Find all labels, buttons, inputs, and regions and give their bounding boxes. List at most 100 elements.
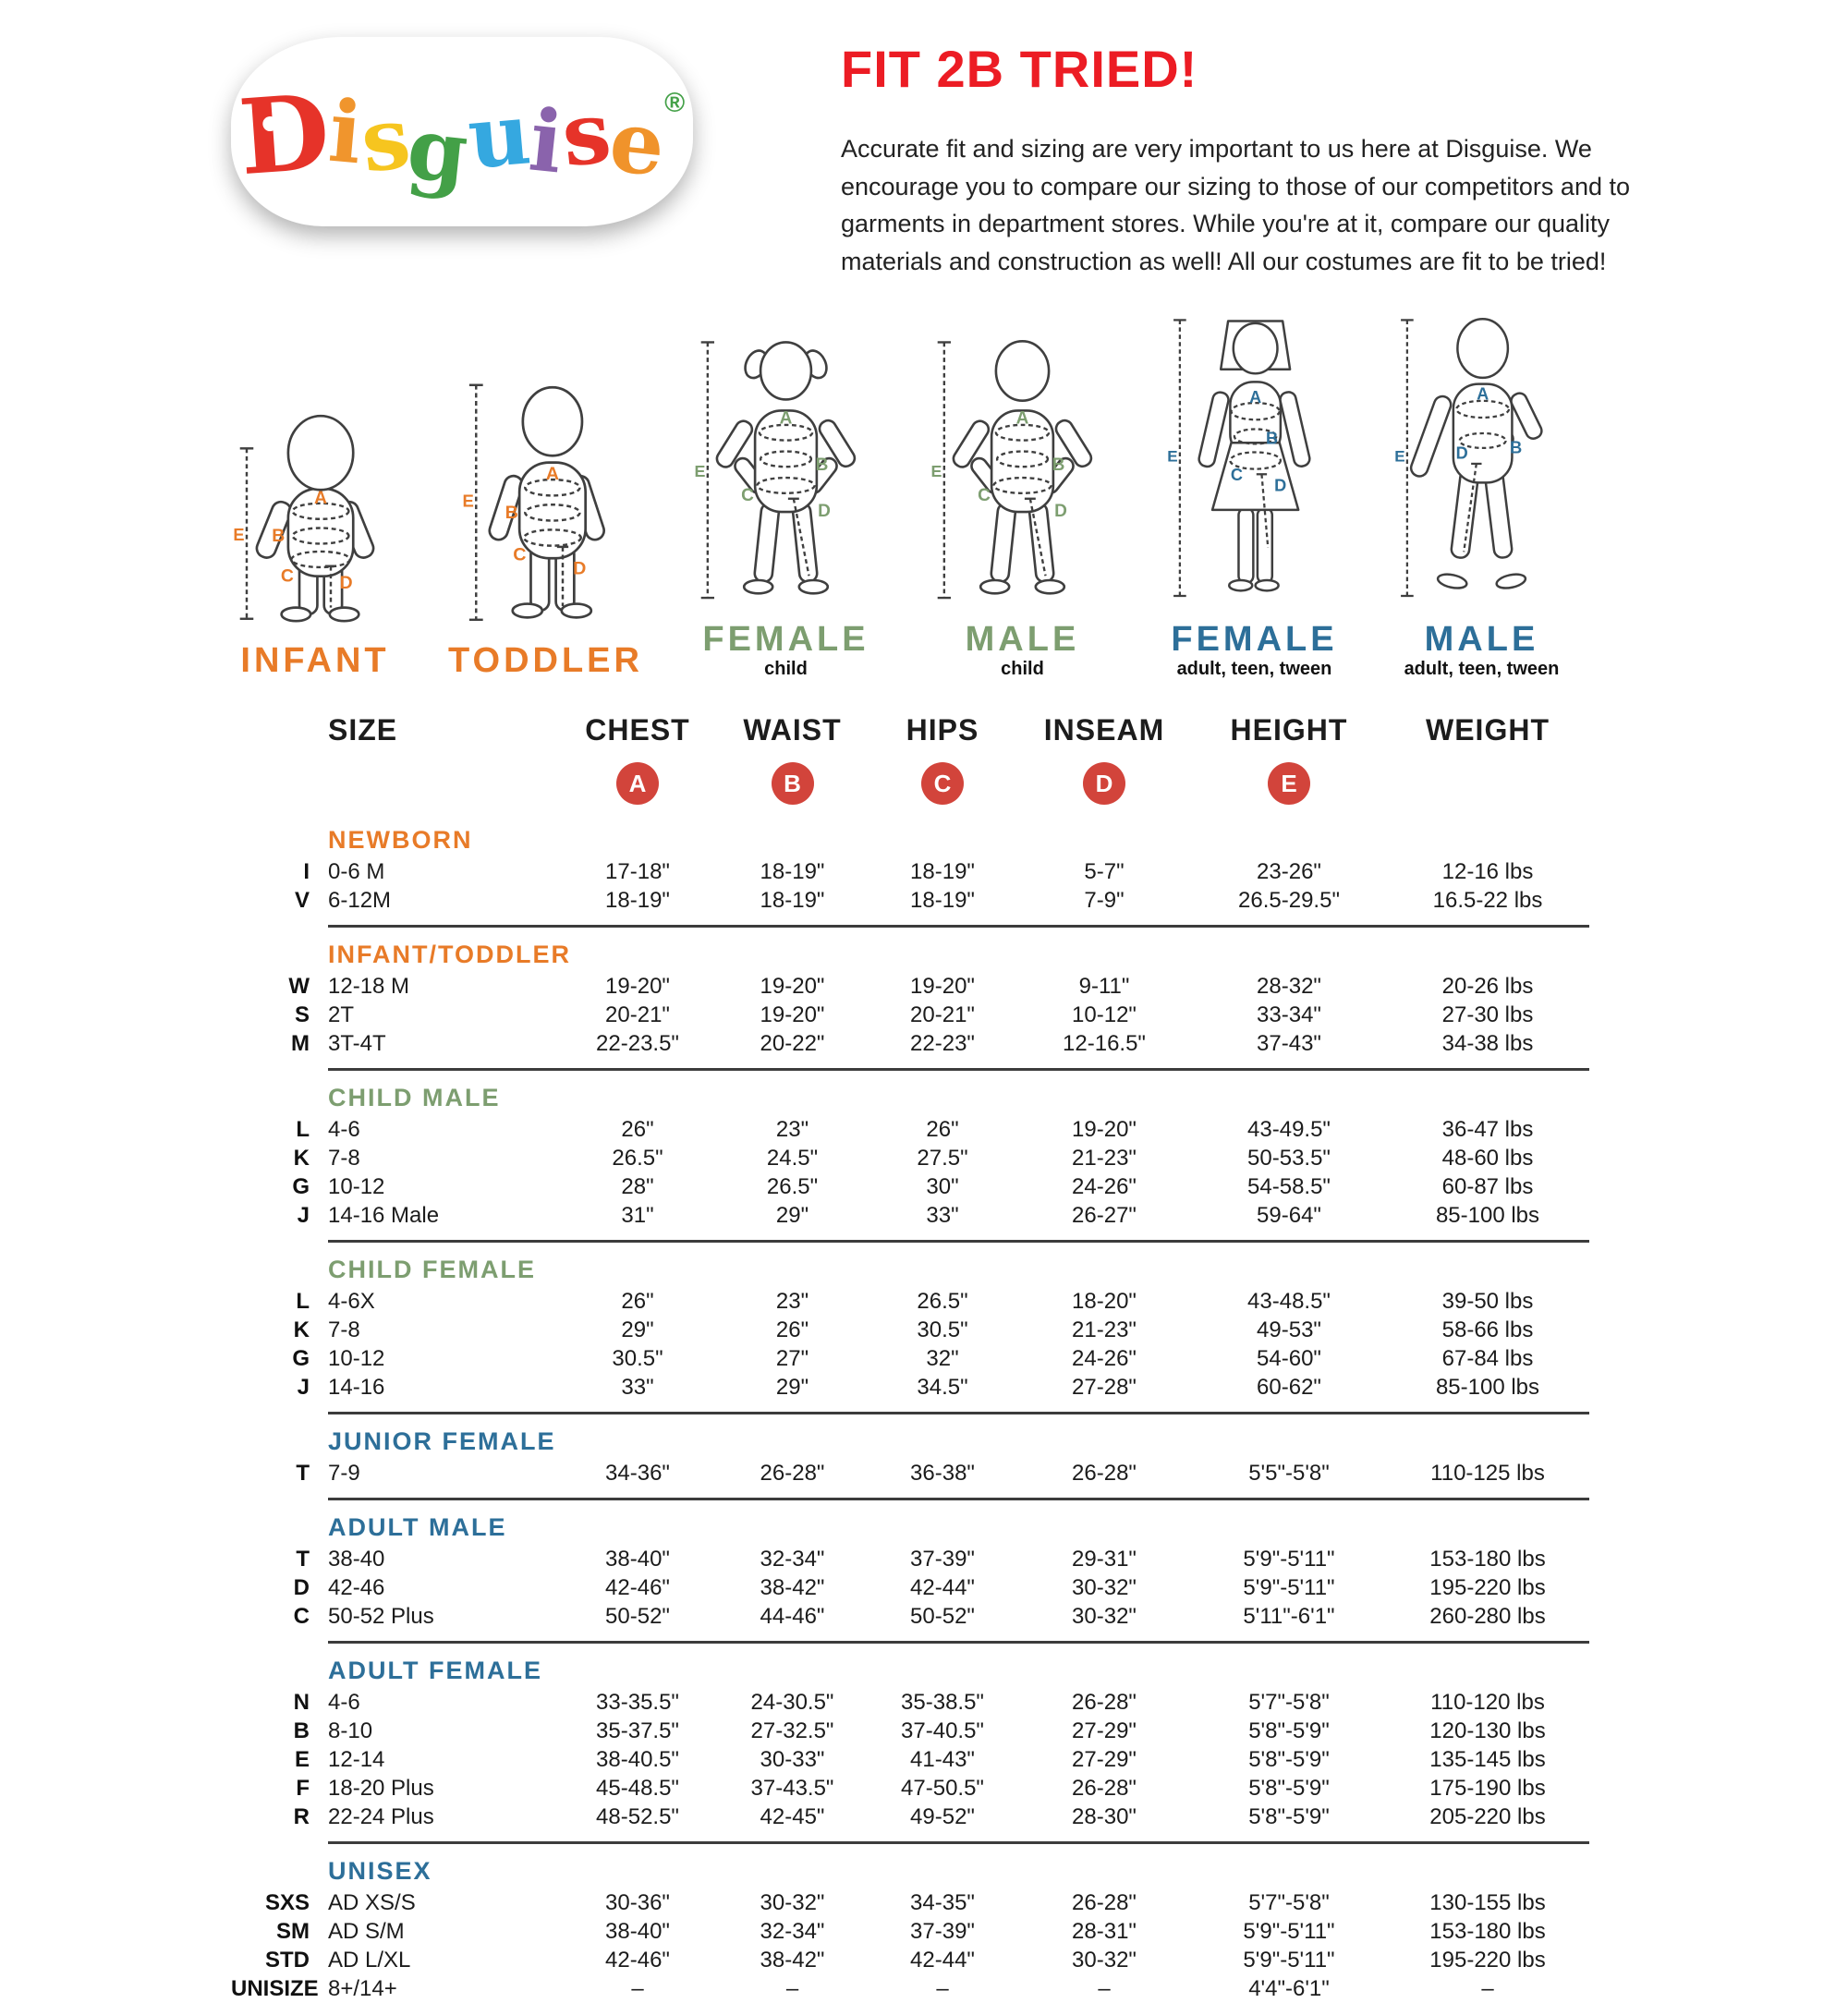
- cell-size: AD XS/S: [328, 1889, 416, 1915]
- section-divider-row: [231, 1497, 1589, 1500]
- cell-height: 37-43": [1257, 1030, 1321, 1056]
- cell-weight: –: [1481, 1975, 1494, 2001]
- figure-label: FEMALE: [1171, 620, 1338, 659]
- measure-badge-D: D: [1083, 762, 1125, 805]
- table-row: T 7-9 34-36" 26-28" 36-38" 26-28" 5'5"-5'8" 11…: [231, 1459, 1589, 1487]
- cell-weight: 153-180 lbs: [1429, 1918, 1546, 1944]
- body-silhouette: [1409, 318, 1543, 589]
- cell-height: 5'11"-6'1": [1243, 1603, 1335, 1629]
- section-row-unisex: UNISEX: [231, 1853, 1589, 1888]
- cell-chest: 38-40.5": [596, 1746, 679, 1772]
- cell-size: 14-16 Male: [328, 1202, 440, 1228]
- cell-height: 33-34": [1257, 1002, 1321, 1027]
- section-heading-adult-female: ADULT FEMALE: [328, 1656, 542, 1684]
- cell-height: 59-64": [1257, 1202, 1321, 1228]
- table-row: SM AD S/M 38-40" 32-34" 37-39" 28-31" 5'9"-5'…: [231, 1917, 1589, 1946]
- cell-height: 5'8"-5'9": [1248, 1746, 1330, 1772]
- logo-letter-4: u: [464, 82, 535, 188]
- height-line: [1173, 319, 1186, 598]
- cell-chest: 31": [621, 1202, 654, 1228]
- cell-weight: 60-87 lbs: [1441, 1173, 1534, 1199]
- cell-chest: 19-20": [605, 973, 670, 999]
- section-row-newborn: NEWBORN: [231, 822, 1589, 857]
- cell-chest: 26": [621, 1288, 654, 1314]
- row-code: B: [293, 1718, 310, 1743]
- figure-child-male: A B C D E MALE child: [929, 322, 1116, 678]
- cell-chest: 48-52.5": [596, 1803, 679, 1829]
- table-row: SXS AD XS/S 30-36" 30-32" 34-35" 26-28" 5'7"-…: [231, 1888, 1589, 1917]
- cell-height: 28-32": [1257, 973, 1321, 999]
- cell-chest: 33": [621, 1374, 654, 1400]
- figure-svg-adult-female: A B C D E: [1167, 319, 1311, 598]
- cell-hips: 47-50.5": [901, 1775, 984, 1801]
- intro-block: FIT 2B TRIED! Accurate fit and sizing ar…: [841, 31, 1635, 280]
- table-row: F 18-20 Plus 45-48.5" 37-43.5" 47-50.5" 26-2…: [231, 1774, 1589, 1803]
- section-divider: [328, 1411, 1589, 1414]
- row-code: S: [294, 1002, 310, 1027]
- cell-inseam: 21-23": [1072, 1317, 1137, 1342]
- cell-chest: 38-40": [605, 1546, 670, 1572]
- section-divider: [328, 1067, 1589, 1071]
- cell-height: 54-60": [1257, 1345, 1321, 1371]
- height-line: [937, 341, 951, 600]
- logo-letter-6: s: [556, 81, 615, 186]
- row-code: V: [294, 887, 310, 913]
- measure-letter-B: B: [1266, 429, 1278, 447]
- cell-waist: 30-32": [760, 1889, 825, 1915]
- row-code: I: [303, 858, 310, 884]
- section-divider: [328, 1239, 1589, 1243]
- measure-letter-C: C: [741, 486, 754, 505]
- table-row: I 0-6 M 17-18" 18-19" 18-19" 5-7" 23-26" 12-16…: [231, 857, 1589, 886]
- body-silhouette: [952, 339, 1093, 595]
- cell-inseam: 27-29": [1072, 1746, 1137, 1772]
- cell-weight: 110-125 lbs: [1430, 1460, 1545, 1486]
- row-code: STD: [265, 1947, 310, 1973]
- intro-paragraph: Accurate fit and sizing are very importa…: [841, 135, 1630, 275]
- figure-adult-male: A B D E MALE adult, teen, tween: [1392, 304, 1571, 678]
- cell-inseam: 28-30": [1072, 1803, 1137, 1829]
- table-row: B 8-10 35-37.5" 27-32.5" 37-40.5" 27-29" 5'8"…: [231, 1717, 1589, 1745]
- cell-hips: 36-38": [910, 1460, 975, 1486]
- cell-chest: 38-40": [605, 1918, 670, 1944]
- cell-waist: 26.5": [766, 1173, 819, 1199]
- cell-height: 23-26": [1257, 858, 1321, 884]
- registered-mark: ®: [664, 87, 686, 118]
- cell-size: 0-6 M: [328, 858, 385, 884]
- figure-svg-toddler: A B C D E: [462, 383, 606, 622]
- figure-sublabel: child: [1001, 659, 1044, 679]
- measure-badge-C: C: [921, 762, 964, 805]
- cell-waist: –: [785, 1975, 799, 2001]
- cell-weight: 120-130 lbs: [1429, 1718, 1546, 1743]
- cell-waist: 19-20": [760, 973, 825, 999]
- section-divider-row: [231, 1640, 1589, 1644]
- cell-waist: 27": [775, 1345, 809, 1371]
- measure-letter-D: D: [818, 502, 831, 521]
- section-row-child-female: CHILD FEMALE: [231, 1252, 1589, 1287]
- size-table: SIZE CHEST WAIST HIPS INSEAM HEIGHT WEIGHT A B C D…: [231, 710, 1589, 2003]
- figure-svg-adult-male: A B D E: [1394, 318, 1543, 598]
- measure-letter-A: A: [1477, 385, 1489, 404]
- table-row: V 6-12M 18-19" 18-19" 18-19" 7-9" 26.5-29.5" 1…: [231, 886, 1589, 915]
- cell-chest: 42-46": [605, 1574, 670, 1600]
- cell-hips: 19-20": [910, 973, 975, 999]
- measure-letter-C: C: [513, 545, 526, 565]
- cell-inseam: 5-7": [1084, 858, 1125, 884]
- cell-inseam: –: [1098, 1975, 1111, 2001]
- figure-label: TODDLER: [448, 641, 643, 680]
- row-code: F: [296, 1775, 310, 1801]
- measure-letter-E: E: [931, 462, 942, 480]
- table-row: R 22-24 Plus 48-52.5" 42-45" 49-52" 28-30" 5'…: [231, 1803, 1589, 1831]
- section-row-infant-toddler: INFANT/TODDLER: [231, 937, 1589, 972]
- row-code: M: [291, 1030, 310, 1056]
- cell-size: 4-6X: [328, 1288, 375, 1314]
- cell-size: 10-12: [328, 1173, 385, 1199]
- measure-letter-B: B: [505, 503, 518, 523]
- figure-sublabel: adult, teen, tween: [1176, 659, 1332, 679]
- row-code: J: [297, 1374, 310, 1400]
